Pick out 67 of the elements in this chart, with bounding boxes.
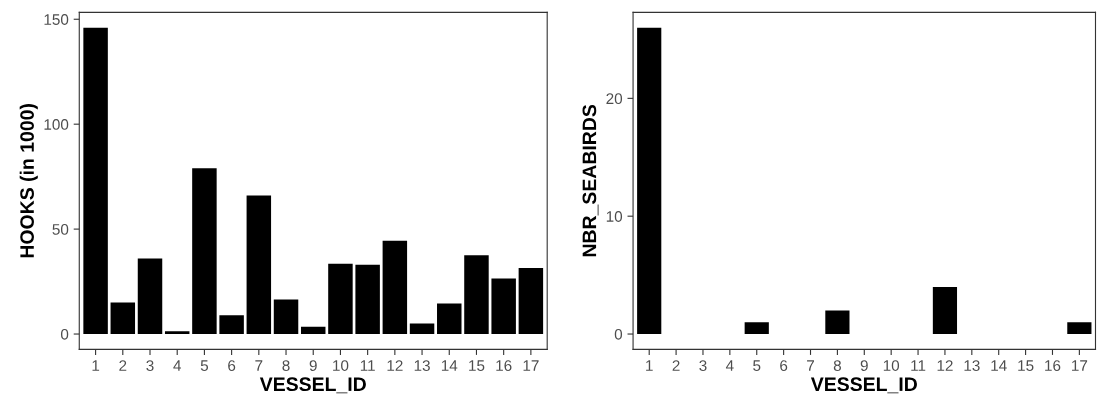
x-tick-label: 1: [646, 360, 653, 371]
bar: [83, 27, 108, 335]
bar: [518, 267, 544, 335]
bar: [300, 326, 326, 335]
bar: [273, 299, 299, 335]
x-tick-label: 3: [146, 360, 154, 371]
x-tick-label: 10: [883, 360, 900, 371]
bar: [637, 27, 662, 335]
x-tick-label: 3: [699, 360, 707, 371]
x-tick-label: 2: [119, 360, 127, 371]
bar: [491, 278, 516, 335]
x-tick-label: 14: [441, 360, 458, 371]
x-tick-label: 15: [1018, 360, 1034, 371]
x-tick-label: 9: [309, 360, 317, 371]
x-tick-label: 12: [387, 360, 403, 371]
y-tick-label: 0: [60, 328, 69, 340]
x-axis-title: VESSEL_ID: [810, 377, 917, 394]
bar: [409, 323, 435, 335]
bar: [437, 303, 462, 335]
x-tick-label: 7: [807, 360, 814, 371]
x-tick-label: 11: [360, 360, 375, 371]
bar: [382, 240, 408, 335]
bar: [355, 264, 380, 335]
bar: [192, 168, 217, 335]
x-tick-label: 17: [523, 360, 539, 371]
x-tick-label: 8: [833, 360, 841, 371]
x-tick-label: 4: [173, 360, 182, 371]
y-axis-title: HOOKS (in 1000): [19, 104, 38, 258]
bar: [328, 263, 353, 335]
bar: [825, 310, 850, 335]
y-axis-title: NBR_SEABIRDS: [582, 104, 599, 257]
bar: [464, 255, 489, 335]
x-tick-label: 8: [282, 360, 290, 371]
x-tick-label: 1: [92, 360, 100, 371]
x-tick-label: 2: [672, 360, 680, 371]
x-tick-label: 12: [937, 360, 953, 371]
x-tick-label: 16: [496, 360, 512, 371]
bar: [164, 331, 190, 335]
x-tick-label: 16: [1045, 360, 1061, 371]
x-tick-label: 6: [780, 360, 788, 371]
y-tick-label: 0: [614, 328, 623, 340]
x-tick-label: 6: [228, 360, 236, 371]
bar: [932, 286, 958, 335]
x-tick-label: 5: [753, 360, 761, 371]
bar: [744, 322, 769, 335]
bar: [110, 302, 136, 335]
x-tick-label: 10: [333, 360, 349, 371]
bar: [137, 258, 163, 335]
x-tick-label: 9: [860, 360, 868, 371]
x-tick-label: 14: [991, 360, 1007, 371]
x-tick-label: 13: [964, 360, 980, 371]
x-tick-label: 7: [255, 360, 263, 371]
bar: [219, 315, 244, 335]
x-tick-label: 11: [911, 360, 926, 371]
x-tick-label: 13: [414, 360, 430, 371]
y-tick-label: 100: [44, 119, 69, 130]
bar: [246, 195, 272, 335]
y-tick-label: 50: [52, 223, 69, 235]
x-tick-label: 4: [725, 360, 734, 371]
x-tick-label: 17: [1072, 360, 1088, 371]
x-tick-label: 15: [469, 360, 485, 371]
x-tick-label: 5: [200, 360, 209, 371]
y-tick-label: 10: [606, 211, 623, 222]
bar: [1067, 322, 1092, 335]
x-axis-title: VESSEL_ID: [259, 377, 366, 394]
y-tick-label: 150: [44, 14, 69, 25]
y-tick-label: 20: [606, 93, 623, 105]
